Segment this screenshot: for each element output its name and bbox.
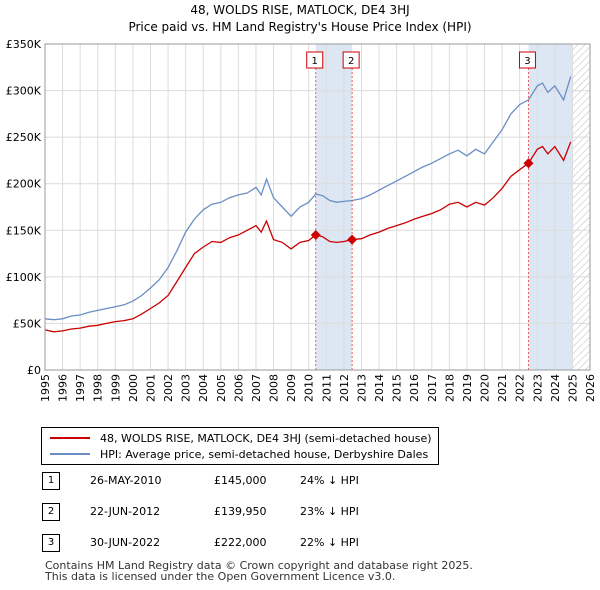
sale-number-badge: 2 bbox=[42, 503, 60, 521]
sale-price: £222,000 bbox=[214, 536, 267, 549]
x-tick-label: 2020 bbox=[479, 374, 492, 402]
x-tick-label: 2004 bbox=[197, 374, 210, 402]
x-tick-label: 2023 bbox=[531, 374, 544, 402]
y-tick-label: £100K bbox=[6, 271, 42, 284]
legend-item-hpi: HPI: Average price, semi-detached house,… bbox=[50, 446, 428, 462]
x-tick-label: 2007 bbox=[250, 374, 263, 402]
y-tick-label: £250K bbox=[6, 131, 42, 144]
sale-price: £139,950 bbox=[214, 505, 267, 518]
x-tick-label: 2022 bbox=[514, 374, 527, 402]
legend-swatch-blue bbox=[50, 453, 90, 455]
sale-point bbox=[523, 158, 534, 169]
table-row: 3 30-JUN-2022 £222,000 22% ↓ HPI bbox=[0, 534, 600, 552]
chart-legend: 48, WOLDS RISE, MATLOCK, DE4 3HJ (semi-d… bbox=[41, 427, 439, 465]
x-tick-label: 2017 bbox=[426, 374, 439, 402]
plot-frame bbox=[44, 43, 591, 371]
table-row: 2 22-JUN-2012 £139,950 23% ↓ HPI bbox=[0, 503, 600, 521]
hpi-line bbox=[44, 76, 572, 321]
x-tick-label: 2018 bbox=[443, 374, 456, 402]
x-tick-label: 1995 bbox=[39, 374, 52, 402]
x-tick-label: 2009 bbox=[285, 374, 298, 402]
x-tick-label: 2008 bbox=[268, 374, 281, 402]
chart-title: 48, WOLDS RISE, MATLOCK, DE4 3HJ bbox=[190, 3, 409, 17]
sale-hpi-diff: 22% ↓ HPI bbox=[300, 536, 359, 549]
legend-label-price-paid: 48, WOLDS RISE, MATLOCK, DE4 3HJ (semi-d… bbox=[100, 431, 432, 445]
sale-date: 30-JUN-2022 bbox=[90, 536, 161, 549]
x-tick-label: 2005 bbox=[215, 374, 228, 402]
y-tick-label: £200K bbox=[6, 178, 42, 191]
sale-marker-label: 3 bbox=[524, 56, 530, 67]
footer-line-copyright: Contains HM Land Registry data © Crown c… bbox=[45, 559, 473, 572]
x-tick-label: 2021 bbox=[496, 374, 509, 402]
x-tick-label: 2015 bbox=[391, 374, 404, 402]
sale-hpi-diff: 23% ↓ HPI bbox=[300, 505, 359, 518]
price-chart: 48, WOLDS RISE, MATLOCK, DE4 3HJ Price p… bbox=[6, 3, 597, 402]
legend-swatch-red bbox=[50, 437, 90, 439]
sale-period-shade bbox=[528, 44, 573, 370]
sale-period-shade bbox=[315, 44, 353, 370]
x-tick-label: 2019 bbox=[461, 374, 474, 402]
x-tick-label: 1997 bbox=[74, 374, 87, 402]
x-tick-label: 2002 bbox=[162, 374, 175, 402]
x-tick-label: 2024 bbox=[549, 374, 562, 402]
y-tick-label: £50K bbox=[13, 317, 42, 330]
x-tick-label: 1996 bbox=[57, 374, 70, 402]
sale-date: 26-MAY-2010 bbox=[90, 474, 162, 487]
sale-point bbox=[310, 229, 321, 240]
y-tick-label: £0 bbox=[27, 364, 41, 377]
sale-number-badge: 1 bbox=[42, 472, 60, 490]
sale-price: £145,000 bbox=[214, 474, 267, 487]
footer-line-licence: This data is licensed under the Open Gov… bbox=[45, 570, 396, 583]
price-paid-line bbox=[44, 141, 572, 333]
sale-marker-label: 2 bbox=[348, 56, 354, 67]
sale-point bbox=[347, 234, 358, 245]
footer-attribution: Contains HM Land Registry data © Crown c… bbox=[45, 560, 473, 582]
sale-marker-label: 1 bbox=[312, 56, 318, 67]
y-tick-label: £300K bbox=[6, 85, 42, 98]
legend-label-hpi: HPI: Average price, semi-detached house,… bbox=[100, 447, 429, 461]
y-tick-label: £150K bbox=[6, 224, 42, 237]
chart-subtitle: Price paid vs. HM Land Registry's House … bbox=[128, 20, 471, 34]
x-tick-label: 2001 bbox=[144, 374, 157, 402]
sale-hpi-diff: 24% ↓ HPI bbox=[300, 474, 359, 487]
x-tick-label: 2016 bbox=[408, 374, 421, 402]
sale-marker-box bbox=[518, 51, 536, 69]
x-tick-label: 2003 bbox=[180, 374, 193, 402]
legend-item-price-paid: 48, WOLDS RISE, MATLOCK, DE4 3HJ (semi-d… bbox=[50, 430, 432, 446]
forecast-hatch bbox=[572, 44, 590, 370]
x-tick-label: 2000 bbox=[127, 374, 140, 402]
sale-marker-box bbox=[306, 51, 324, 69]
sale-date: 22-JUN-2012 bbox=[90, 505, 161, 518]
x-tick-label: 2025 bbox=[566, 374, 579, 402]
x-tick-label: 2012 bbox=[338, 374, 351, 402]
x-tick-label: 1999 bbox=[109, 374, 122, 402]
x-tick-label: 2013 bbox=[355, 374, 368, 402]
sale-number-badge: 3 bbox=[42, 534, 60, 552]
x-tick-label: 2010 bbox=[303, 374, 316, 402]
sale-marker-box bbox=[342, 51, 360, 69]
x-tick-label: 1998 bbox=[92, 374, 105, 402]
x-tick-label: 2006 bbox=[232, 374, 245, 402]
y-tick-label: £350K bbox=[6, 38, 42, 51]
table-row: 1 26-MAY-2010 £145,000 24% ↓ HPI bbox=[0, 472, 600, 490]
x-tick-label: 2014 bbox=[373, 374, 386, 402]
x-tick-label: 2011 bbox=[320, 374, 333, 402]
x-tick-label: 2026 bbox=[584, 374, 597, 402]
